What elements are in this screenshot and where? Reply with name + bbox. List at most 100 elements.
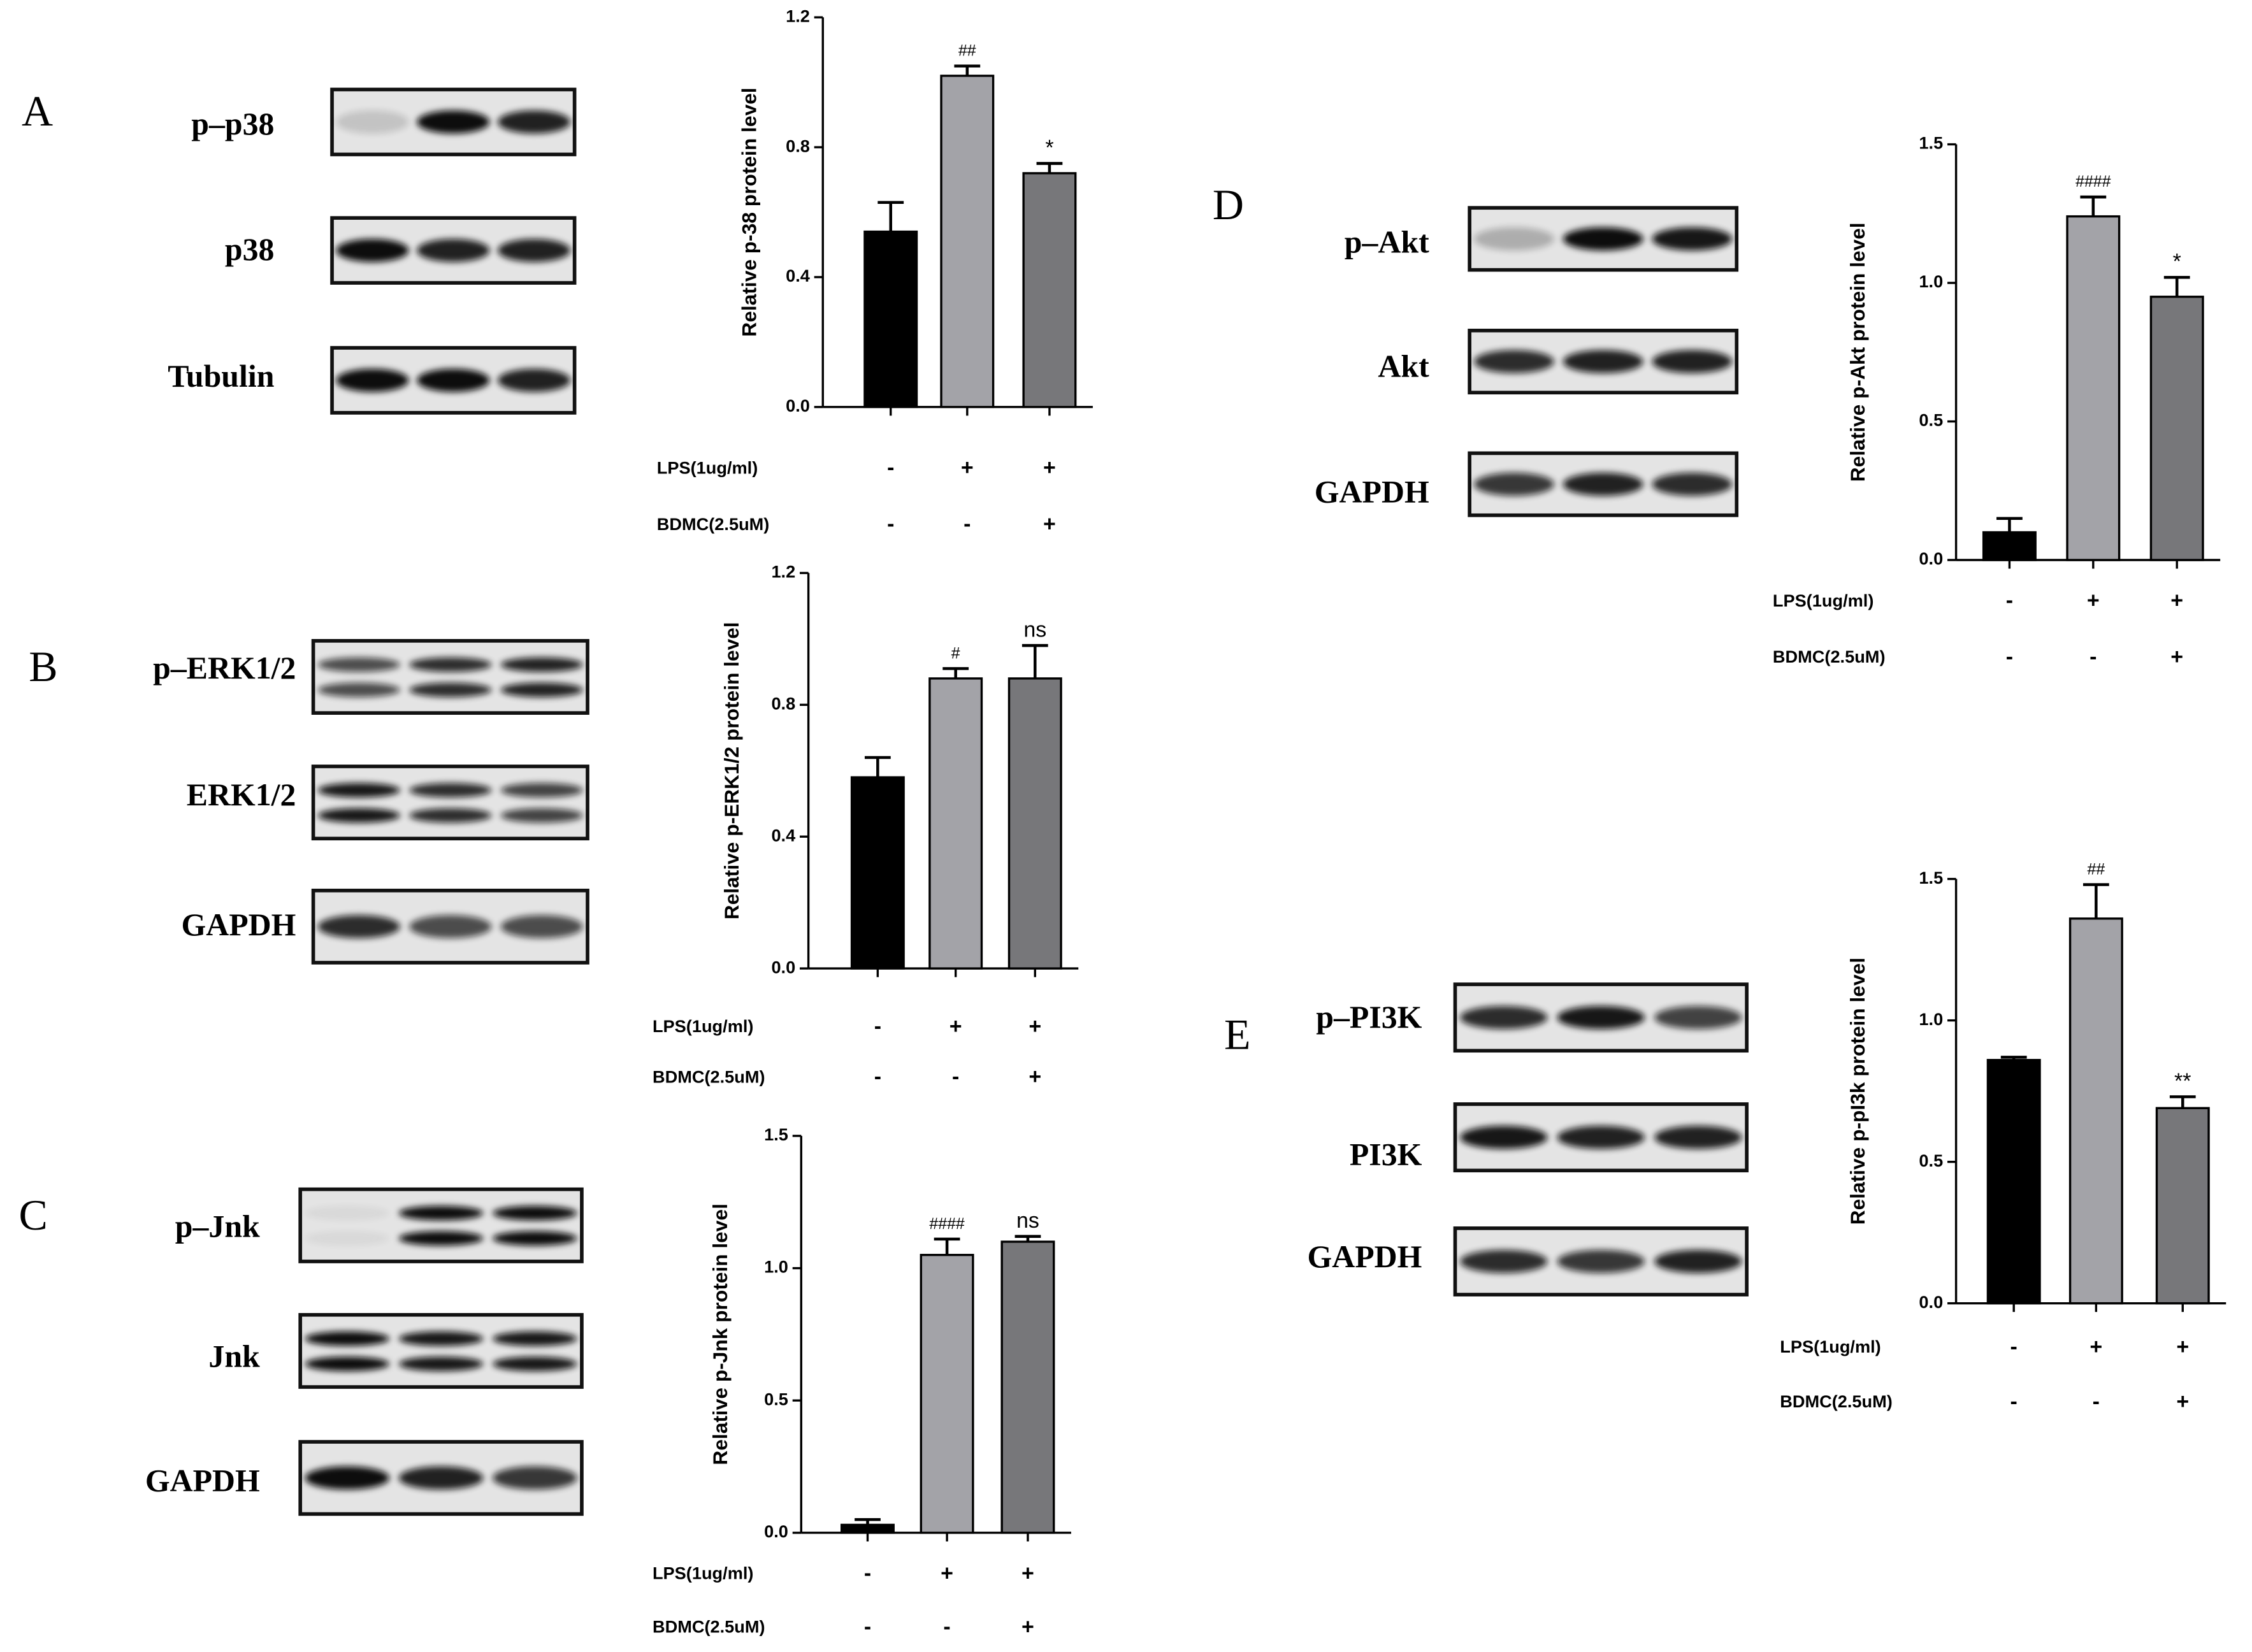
blot-label: PI3K (1350, 1137, 1422, 1172)
condition-sign: + (2090, 1335, 2102, 1359)
blot-band (498, 368, 571, 392)
significance-label: ## (2087, 860, 2105, 878)
blot-band (417, 238, 490, 262)
condition-sign: + (1029, 1014, 1041, 1038)
y-axis-label: Relative p-Jnk protein level (709, 1203, 732, 1465)
bar (863, 230, 918, 408)
bar (920, 1254, 974, 1534)
blot-band (336, 368, 409, 392)
blot-band (1654, 1126, 1742, 1149)
condition-label: BDMC(2.5uM) (653, 1067, 765, 1086)
blot-band (317, 682, 400, 698)
bar (2155, 1107, 2210, 1305)
blot-label: GAPDH (181, 907, 296, 942)
y-axis-label: Relative p-38 protein level (737, 87, 760, 336)
blot-band (317, 915, 400, 938)
blot-band (1474, 227, 1554, 251)
condition-sign: - (2006, 589, 2013, 613)
bar (2149, 296, 2204, 561)
condition-sign: + (949, 1014, 962, 1038)
condition-sign: + (1029, 1065, 1041, 1089)
blot-band (398, 1231, 484, 1246)
condition-label: LPS(1ug/ml) (657, 457, 758, 477)
significance-label: * (2173, 250, 2181, 274)
significance-label: # (951, 644, 960, 662)
blot-label: Jnk (208, 1339, 260, 1374)
blot-band (1557, 1005, 1645, 1030)
y-tick-label: 1.2 (786, 6, 810, 25)
blot-label: GAPDH (1315, 474, 1429, 509)
blot-band (1460, 1005, 1548, 1030)
condition-sign: + (2087, 589, 2100, 613)
blot-label: GAPDH (1307, 1239, 1422, 1274)
blot-band (317, 782, 400, 798)
bar (1982, 531, 2037, 561)
bar (940, 75, 995, 408)
bar (928, 677, 983, 970)
condition-sign: - (2006, 645, 2013, 669)
blot-frame (311, 765, 589, 841)
condition-sign: + (1043, 456, 1056, 480)
blot-band (1460, 1249, 1548, 1274)
y-tick-label: 0.0 (1919, 1292, 1943, 1312)
blot-label: p–Jnk (175, 1209, 260, 1244)
blot-band (305, 1205, 390, 1221)
blot-band (1652, 227, 1733, 251)
blot-band (1652, 472, 1733, 496)
y-tick-label: 1.5 (1919, 133, 1943, 153)
condition-label: LPS(1ug/ml) (653, 1563, 754, 1583)
blot-band (1557, 1126, 1645, 1149)
significance-label: #### (929, 1215, 965, 1233)
y-tick-label: 0.8 (771, 693, 795, 713)
condition-sign: + (2176, 1390, 2189, 1414)
blot-band (1654, 1249, 1742, 1274)
y-axis-label: Relative p-Akt protein level (1846, 222, 1869, 482)
bar (1000, 1240, 1055, 1534)
panel-letter: D (1213, 180, 1244, 229)
blot-band (1563, 472, 1643, 496)
blot-band (493, 1356, 577, 1372)
blot-label: Tubulin (168, 359, 274, 394)
y-tick-label: 0.5 (1919, 410, 1943, 430)
y-tick-label: 0.5 (764, 1389, 788, 1409)
blot-band (417, 368, 490, 392)
blot-band (1557, 1249, 1645, 1274)
blot-band (398, 1331, 484, 1346)
significance-label: ** (2174, 1069, 2191, 1093)
blot-band (493, 1466, 577, 1490)
blot-band (398, 1205, 484, 1221)
blot-label: p–PI3K (1316, 1000, 1422, 1035)
blot-frame (311, 639, 589, 715)
blot-band (305, 1231, 390, 1246)
blot-band (398, 1466, 484, 1490)
condition-label: LPS(1ug/ml) (1780, 1337, 1881, 1356)
condition-label: LPS(1ug/ml) (653, 1016, 754, 1036)
condition-sign: + (1021, 1562, 1034, 1586)
condition-label: LPS(1ug/ml) (1773, 591, 1874, 610)
blot-band (305, 1356, 390, 1372)
y-tick-label: 0.4 (786, 266, 810, 285)
bar (2068, 917, 2123, 1305)
blot-band (336, 238, 409, 262)
blot-band (305, 1466, 390, 1490)
condition-sign: + (1043, 512, 1056, 536)
blot-band (317, 657, 400, 672)
condition-sign: - (2090, 645, 2097, 669)
blot-label: Akt (1378, 348, 1429, 384)
blot-band (500, 782, 583, 798)
condition-label: BDMC(2.5uM) (1780, 1391, 1893, 1411)
bar (2066, 215, 2121, 561)
blot-band (500, 915, 583, 938)
condition-sign: + (2170, 589, 2183, 613)
significance-label: * (1045, 136, 1053, 160)
y-axis-label: Relative p-pI3k protein level (1846, 958, 1869, 1225)
blot-band (409, 808, 492, 823)
condition-sign: - (887, 512, 894, 536)
condition-label: BDMC(2.5uM) (653, 1617, 765, 1637)
blot-band (409, 915, 492, 938)
blot-band (493, 1331, 577, 1346)
condition-sign: - (2093, 1390, 2100, 1414)
y-axis-label: Relative p-ERK1/2 protein level (720, 622, 743, 919)
blot-band (1652, 350, 1733, 373)
